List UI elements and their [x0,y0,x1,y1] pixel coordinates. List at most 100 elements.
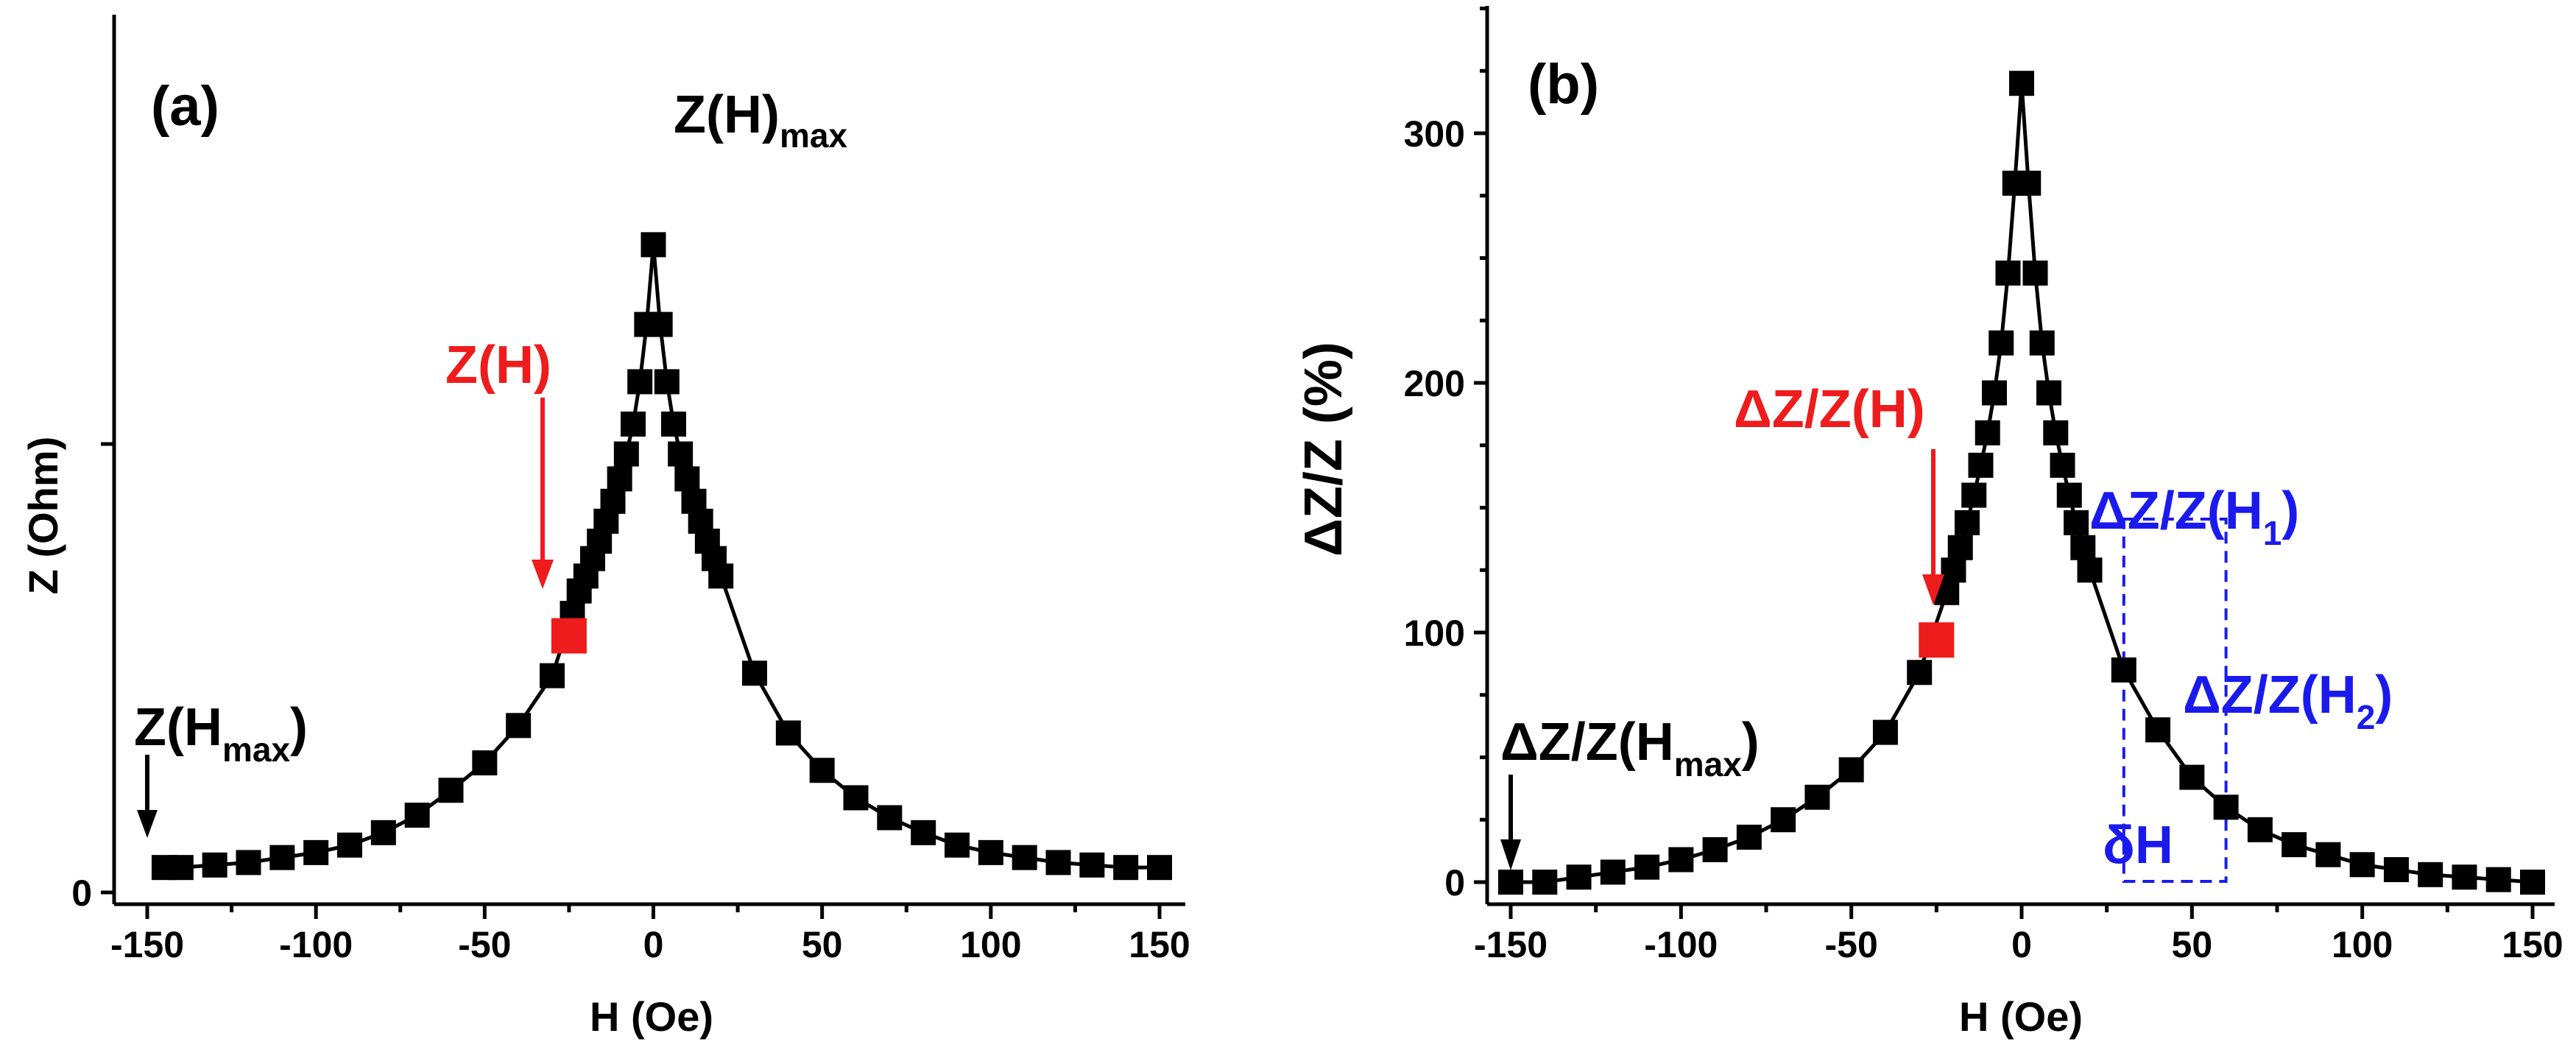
data-point [742,660,767,686]
data-point [627,369,653,395]
dzh1-annotation-close: ) [2282,482,2299,540]
data-point [1954,510,1980,535]
y-tick-label: 200 [1404,363,1465,404]
data-point [1113,855,1139,881]
data-point [2056,482,2082,508]
panel-a-label: (a) [151,75,219,138]
data-point [1634,854,1660,880]
x-tick-label: -50 [1825,924,1878,965]
x-tick-label: 50 [2172,924,2213,965]
data-point [1736,824,1762,850]
data-point [600,488,626,514]
delta-h-label: δH [2103,816,2173,875]
data-point [1947,535,1973,560]
data-point [654,369,680,395]
data-point [1804,784,1830,810]
data-point [607,466,632,492]
data-point [621,411,646,437]
data-point [1532,870,1558,895]
data-point [2022,260,2048,286]
x-tick-label: -100 [1644,924,1718,965]
data-point [472,750,498,776]
data-point [2315,842,2341,867]
data-point [668,441,694,467]
data-point [1600,859,1626,885]
data-point [1941,557,1966,583]
data-point [843,785,869,811]
dzh1-annotation: ΔZ/Z(H1) [2089,482,2299,552]
x-tick-label: 100 [2332,924,2393,965]
data-point [978,839,1003,865]
data-point [1961,482,1987,508]
data-point [1968,452,1994,478]
data-point [506,713,532,739]
zhmax-annotation-sub: max [222,730,290,769]
data-point [2016,170,2042,196]
x-tick-label: 150 [2502,924,2563,965]
zmax-annotation-main: Z(H) [674,85,780,144]
data-point [2077,557,2103,583]
data-point [1995,260,2021,286]
data-point [168,855,194,881]
data-point [2009,71,2034,96]
dzhmax-annotation-sub: max [1674,745,1742,783]
panel-a-x-ticks: -150 -100 -50 0 50 100 150 [110,904,1190,965]
panel-a-y-ticks: 0 [71,442,114,914]
panel-a: -150 -100 -50 0 50 100 150 0 (a) H (Oe) Z (Ohm… [20,15,1190,1040]
data-point [674,466,700,492]
data-point [438,778,464,803]
data-point [2485,867,2511,892]
data-point [2036,380,2062,406]
zhmax-annotation-close: ) [290,698,308,757]
dzh1-annotation-sub: 1 [2263,514,2282,552]
dzh2-annotation: ΔZ/Z(H2) [2183,666,2393,736]
x-tick-label: -100 [279,924,353,965]
data-point [647,311,673,337]
panel-b-x-axis-title: H (Oe) [1959,993,2083,1040]
data-point [337,832,362,858]
dzh2-annotation-sub: 2 [2357,698,2376,736]
data-point [1838,757,1864,783]
zmax-annotation: Z(H)max [674,85,847,155]
data-point [540,663,565,688]
x-tick-label: -150 [110,924,184,965]
data-point [1975,420,2000,445]
data-point [2349,852,2375,878]
panel-b-y-axis-title: ΔZ/Z (%) [1294,342,1353,557]
data-point [1566,864,1592,890]
data-point [911,820,936,845]
data-point [2064,510,2089,535]
highlight-point [551,618,587,654]
panel-b-label: (b) [1528,53,1599,116]
data-point [2418,862,2443,887]
data-point [303,839,329,865]
dzh-annotation: ΔZ/Z(H) [1734,380,1925,439]
data-point [2043,420,2069,445]
data-point [1079,852,1105,878]
panel-a-x-axis-title: H (Oe) [590,993,713,1040]
data-point [1702,836,1728,862]
dzhmax-annotation-main: ΔZ/Z(H [1500,713,1674,772]
x-tick-label: 0 [2011,924,2032,965]
data-point [809,758,835,783]
x-tick-label: 150 [1129,924,1190,965]
data-point [1771,807,1796,833]
data-point [1981,380,2007,406]
panel-b-data [1498,71,2545,895]
data-point [404,803,430,828]
highlight-point [1919,622,1955,658]
data-point [2070,535,2096,560]
zhmax-annotation-main: Z(H [134,698,222,757]
data-point [1012,845,1037,870]
panel-b: -150 -100 -50 0 50 100 150 0 100 200 300 (b) H (O… [1294,6,2563,1040]
dzh2-annotation-close: ) [2375,666,2393,725]
data-point [2247,817,2273,842]
panel-a-y-axis-title: Z (Ohm) [20,437,66,595]
panel-a-data [151,232,1172,881]
data-point [945,832,970,858]
dzhmax-arrow-head [1500,839,1521,870]
x-tick-label: -50 [458,924,511,965]
data-point [1498,870,1523,895]
zh-arrow-head [532,560,554,589]
